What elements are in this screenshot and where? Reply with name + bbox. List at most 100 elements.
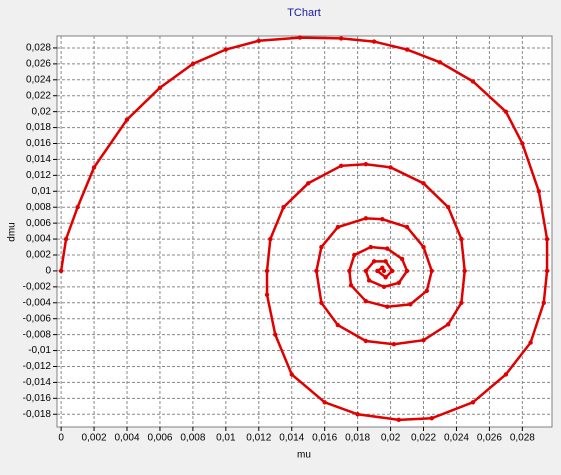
marker — [366, 278, 372, 283]
y-tick-label: 0,024 — [26, 74, 51, 85]
marker — [273, 332, 278, 337]
marker — [429, 416, 434, 421]
y-tick-label: 0,01 — [32, 186, 52, 197]
marker — [363, 268, 369, 274]
x-tick-label: 0,018 — [345, 433, 370, 444]
y-tick-label: 0,002 — [26, 250, 51, 261]
marker — [348, 283, 354, 288]
marker — [368, 244, 374, 250]
marker — [536, 189, 542, 194]
marker — [335, 224, 341, 230]
marker — [459, 236, 464, 242]
marker — [399, 256, 405, 262]
marker — [319, 300, 324, 305]
marker — [371, 259, 377, 264]
x-tick-label: 0,024 — [444, 433, 469, 444]
marker — [314, 268, 319, 274]
marker — [256, 38, 261, 43]
marker — [404, 268, 410, 274]
x-tick-label: 0,014 — [279, 433, 304, 444]
y-tick-label: 0 — [45, 266, 51, 277]
marker — [371, 39, 377, 44]
marker — [355, 412, 360, 417]
marker — [528, 340, 533, 345]
marker — [264, 268, 270, 274]
marker — [306, 181, 311, 186]
marker — [437, 60, 443, 65]
marker — [385, 304, 390, 309]
marker — [363, 338, 369, 344]
marker — [544, 236, 550, 242]
marker — [390, 268, 395, 274]
marker — [544, 268, 550, 274]
x-tick-label: 0,004 — [114, 433, 139, 444]
x-tick-label: 0,012 — [246, 433, 271, 444]
marker — [429, 268, 434, 274]
x-tick-label: 0,006 — [147, 433, 172, 444]
marker — [322, 400, 327, 405]
y-tick-label: 0,018 — [26, 122, 51, 133]
y-tick-label: 0,006 — [26, 218, 51, 229]
marker — [408, 302, 413, 307]
marker — [380, 216, 385, 222]
marker — [421, 337, 426, 343]
y-tick-label: -0,008 — [23, 329, 52, 340]
marker — [541, 300, 546, 305]
marker — [91, 165, 97, 170]
marker — [385, 246, 390, 251]
y-tick-label: -0,016 — [23, 393, 52, 404]
x-tick-label: 0,02 — [381, 433, 401, 444]
marker — [347, 268, 352, 274]
y-tick-label: -0,01 — [28, 345, 51, 356]
marker — [375, 268, 380, 274]
y-tick-label: 0,026 — [26, 59, 51, 70]
y-tick-label: -0,012 — [23, 361, 52, 372]
marker — [338, 36, 344, 41]
marker — [124, 117, 130, 122]
marker — [335, 322, 341, 328]
marker — [520, 141, 525, 146]
y-tick-label: -0,018 — [23, 409, 52, 420]
marker — [396, 280, 402, 286]
marker — [404, 47, 410, 52]
marker — [297, 35, 303, 40]
marker — [470, 400, 476, 405]
marker — [381, 284, 387, 290]
marker — [363, 162, 369, 167]
marker — [264, 292, 270, 298]
x-tick-label: 0 — [58, 433, 64, 444]
y-tick-label: -0,004 — [23, 297, 52, 308]
y-tick-label: -0,014 — [23, 377, 52, 388]
marker — [383, 259, 388, 264]
y-tick-label: 0,02 — [32, 106, 52, 117]
y-axis-label: dmu — [7, 222, 18, 241]
marker — [503, 372, 509, 377]
marker — [404, 224, 410, 230]
x-tick-label: 0,026 — [477, 433, 502, 444]
y-tick-label: -0,006 — [23, 313, 52, 324]
y-tick-label: 0,014 — [26, 154, 51, 165]
marker — [421, 181, 426, 186]
marker — [503, 109, 509, 114]
marker — [446, 205, 451, 210]
x-axis-label: mu — [297, 450, 311, 461]
y-tick-label: 0,004 — [26, 234, 51, 245]
x-tick-label: 0,002 — [82, 433, 107, 444]
y-tick-label: 0,022 — [26, 90, 51, 101]
marker — [268, 236, 273, 242]
x-tick-label: 0,016 — [312, 433, 337, 444]
marker — [381, 268, 387, 274]
marker — [338, 163, 344, 169]
marker — [63, 236, 69, 242]
marker — [319, 244, 324, 250]
y-tick-label: -0,002 — [23, 281, 52, 292]
x-tick-label: 0,008 — [180, 433, 205, 444]
marker — [459, 300, 464, 305]
marker — [281, 205, 286, 210]
marker — [75, 205, 80, 210]
plot-area — [56, 35, 553, 428]
marker — [190, 61, 196, 67]
y-tick-label: 0,028 — [26, 43, 51, 54]
marker — [462, 268, 467, 274]
